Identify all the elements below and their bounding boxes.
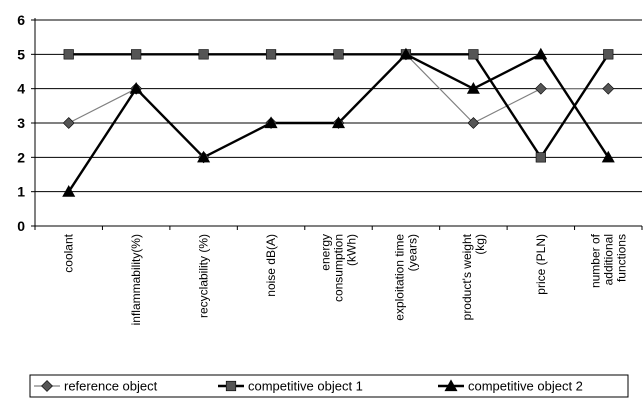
data-point-series-1 — [468, 49, 479, 60]
legend-label: competitive object 1 — [248, 379, 363, 394]
y-tick-label: 5 — [17, 46, 25, 62]
x-tick-label: product's weight — [460, 233, 474, 320]
data-point-series-2 — [129, 82, 143, 94]
y-tick-label: 0 — [17, 218, 25, 234]
x-tick-label: noise dB(A) — [264, 234, 278, 297]
series-line-1 — [68, 53, 610, 160]
data-point-series-2 — [62, 185, 76, 197]
x-tick-label: coolant — [62, 233, 76, 272]
data-point-series-0 — [62, 117, 75, 129]
legend-label: competitive object 2 — [468, 379, 583, 394]
data-point-series-0 — [534, 82, 547, 95]
data-point-series-2 — [399, 47, 413, 60]
axes — [34, 18, 642, 227]
data-point-series-2 — [601, 150, 615, 163]
legend-entry: competitive object 1 — [218, 379, 363, 394]
data-point-series-2 — [264, 116, 278, 129]
y-axis-ticks: 0 1 2 3 4 5 6 — [17, 12, 35, 234]
legend-entry: reference object — [34, 379, 158, 394]
y-tick-label: 1 — [17, 184, 25, 200]
legend-marker — [225, 380, 237, 392]
data-point-series-1 — [603, 49, 614, 60]
x-tick-label: (years) — [405, 234, 419, 271]
legend-label: reference object — [64, 379, 158, 394]
x-tick-label: consumption — [332, 234, 346, 302]
data-point-series-0 — [467, 117, 480, 129]
y-tick-label: 3 — [17, 115, 25, 131]
data-point-series-0 — [602, 82, 615, 95]
x-tick-label: (kWh) — [345, 234, 359, 266]
y-tick-label: 2 — [17, 149, 25, 165]
data-point-series-1 — [63, 49, 74, 60]
x-tick-label: recyclability (%) — [197, 234, 211, 318]
legend-marker — [41, 380, 53, 392]
x-tick-label: number of — [588, 233, 602, 288]
data-point-series-1 — [265, 49, 277, 60]
data-point-series-1 — [333, 49, 344, 60]
x-tick-label: exploitation time — [392, 234, 406, 321]
data-point-series-2 — [534, 47, 548, 60]
y-tick-label: 4 — [17, 81, 25, 97]
y-tick-label: 6 — [17, 12, 25, 28]
x-tick-label: price (PLN) — [534, 234, 548, 295]
data-point-series-2 — [331, 116, 346, 129]
data-point-series-2 — [466, 82, 480, 94]
series-line-0 — [68, 53, 609, 159]
x-tick-label: additional — [601, 234, 615, 285]
series-layer — [62, 47, 615, 197]
x-tick-label: energy — [319, 234, 333, 271]
data-point-series-1 — [198, 49, 209, 60]
legend-entry: competitive object 2 — [438, 379, 583, 394]
x-tick-label: (kg) — [473, 234, 487, 255]
data-point-series-1 — [535, 152, 546, 163]
legend: reference object competitive object 1 comp… — [29, 374, 629, 398]
x-tick-label: functions — [614, 234, 628, 282]
legend-box — [29, 374, 629, 398]
x-tick-label: inflammability(%) — [129, 234, 143, 325]
x-axis-ticks: coolant inflammability(%) recyclability (%… — [34, 226, 643, 325]
data-point-series-2 — [197, 150, 211, 163]
legend-marker — [444, 379, 458, 392]
data-point-series-1 — [131, 49, 142, 60]
